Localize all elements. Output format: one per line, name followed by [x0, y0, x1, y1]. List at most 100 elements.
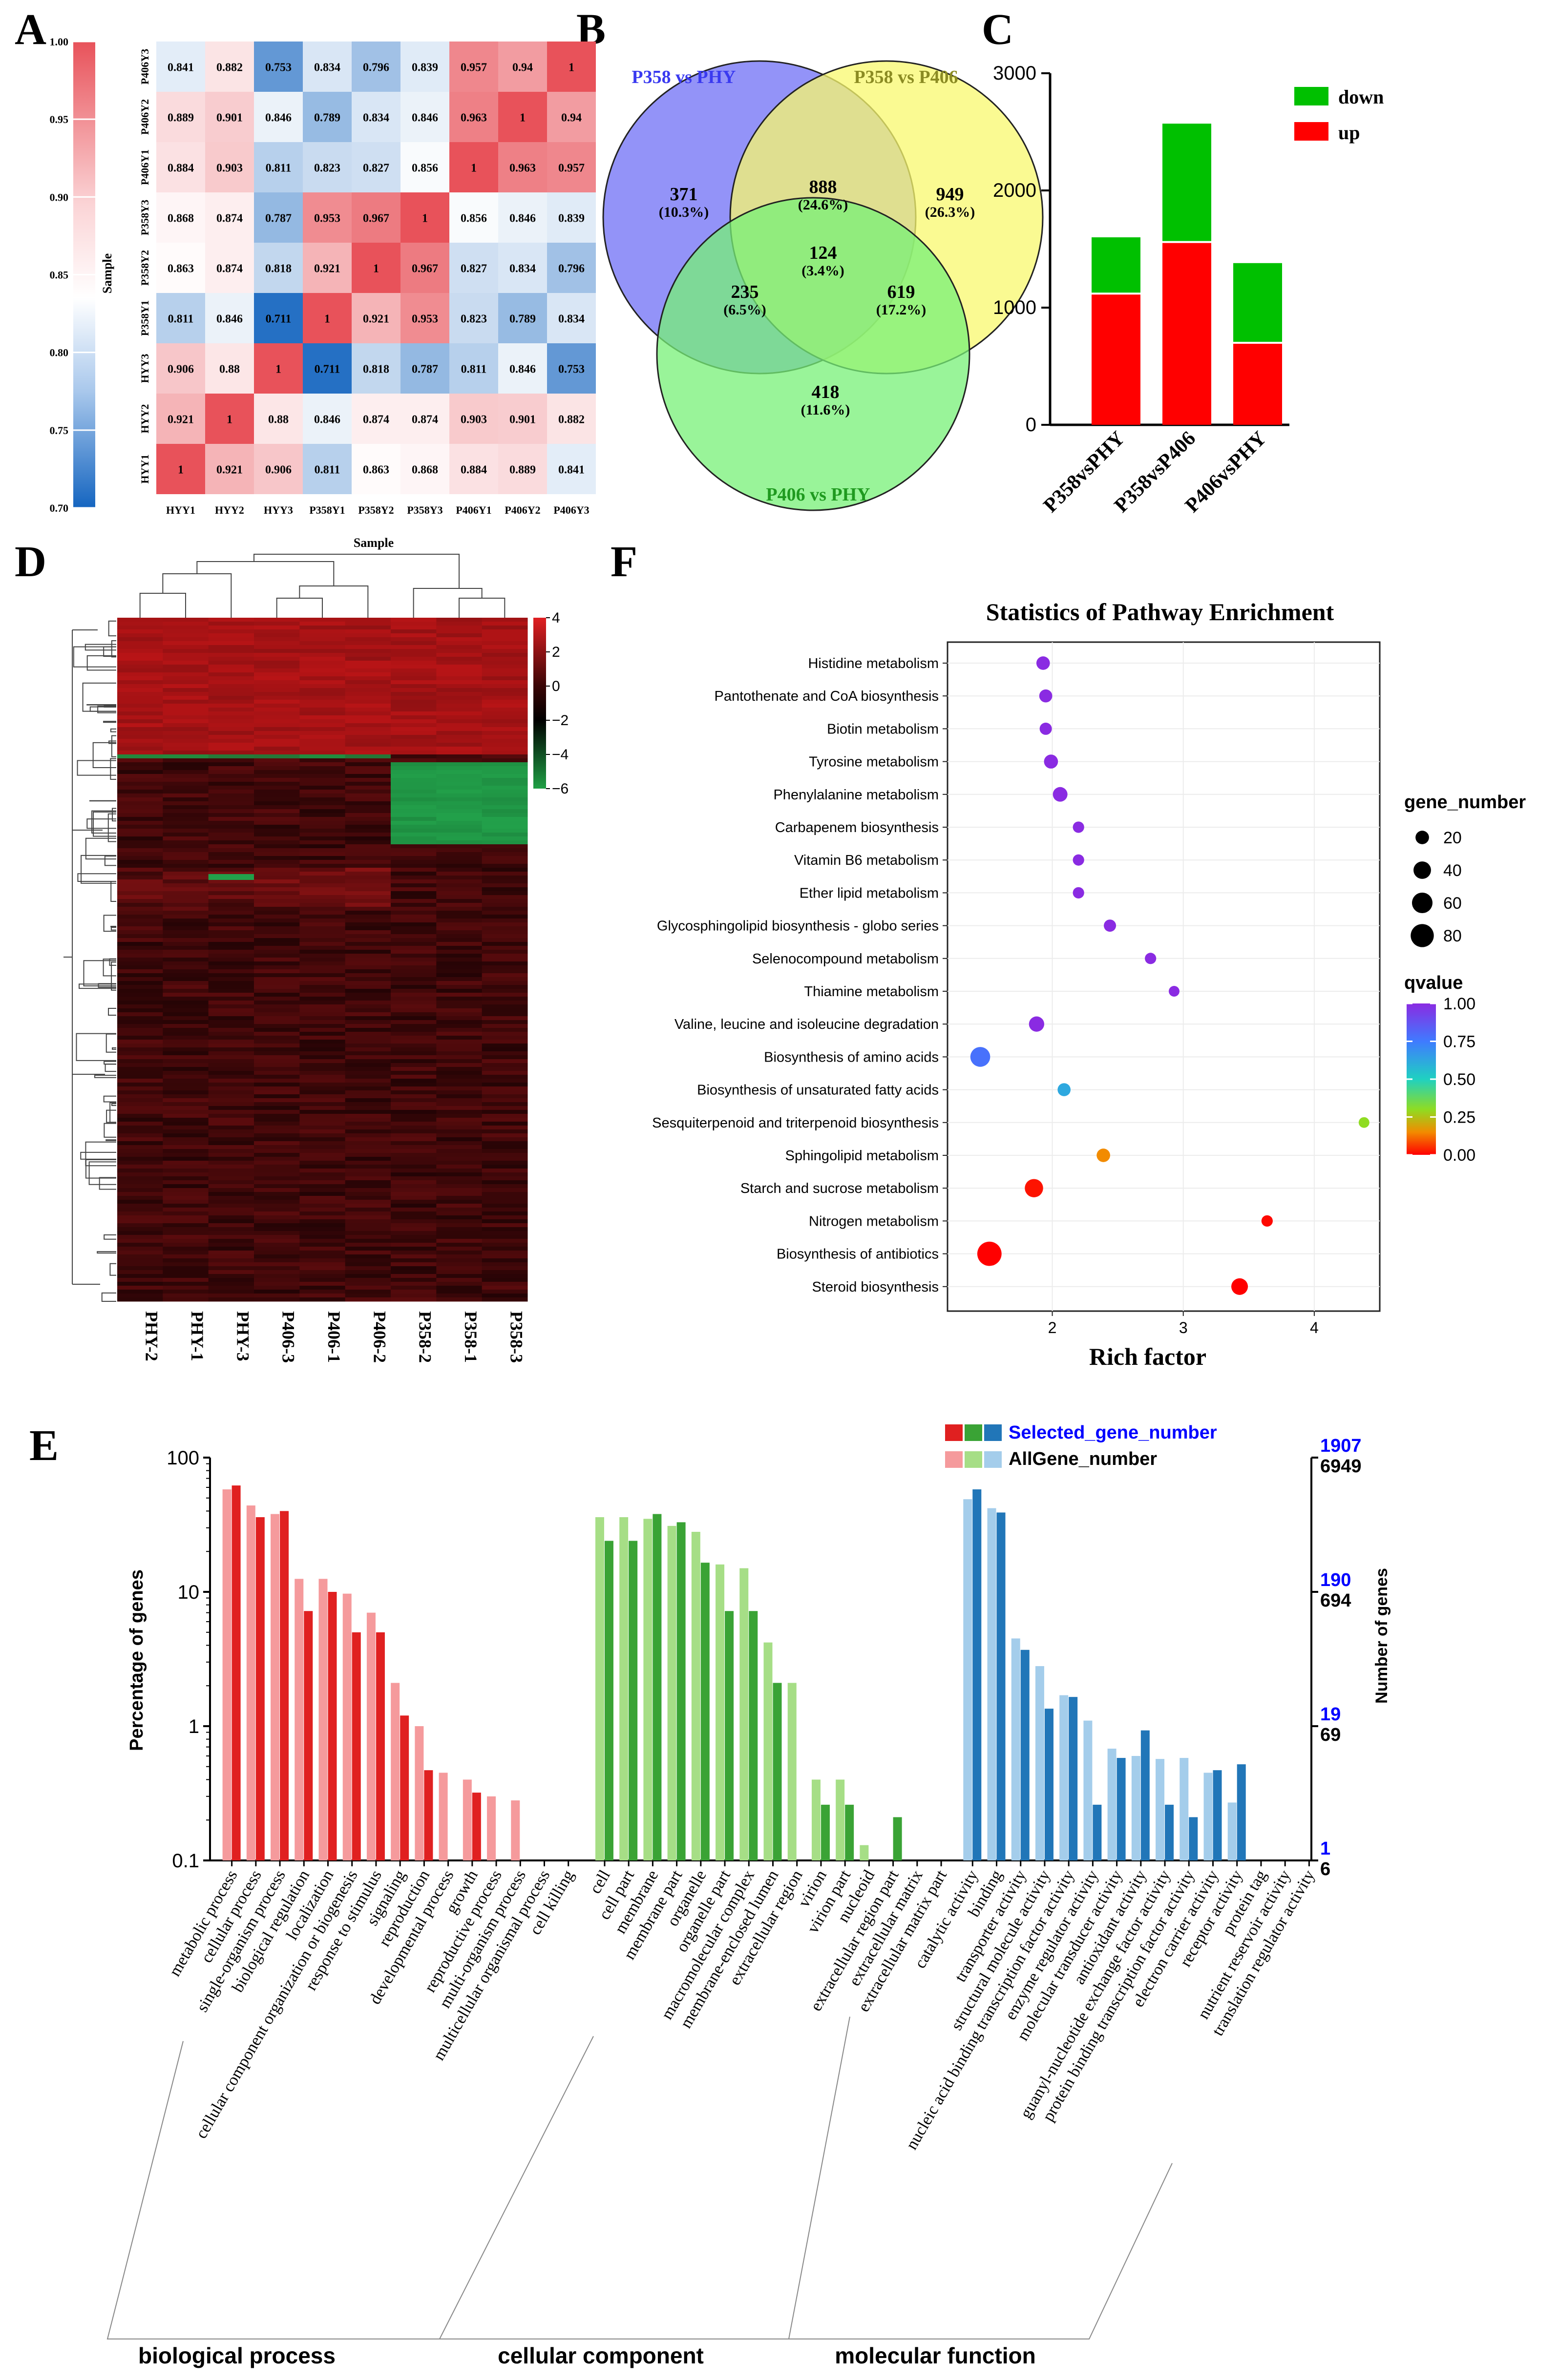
heatmap-strip: [345, 1004, 391, 1009]
heatmap-strip: [299, 696, 346, 700]
panel-d-colorbar-ticks: 420−2−4−6: [546, 610, 569, 797]
heatmap-strip: [208, 1020, 254, 1024]
heatmap-strip: [391, 1169, 437, 1173]
panel-a-correlation-heatmap: 1.000.950.900.850.800.750.70 Sample 0.84…: [50, 36, 596, 550]
heatmap-strip: [254, 1165, 300, 1169]
heatmap-strip: [391, 1184, 437, 1189]
heatmap-strip: [299, 731, 346, 735]
heatmap-strip: [345, 676, 391, 681]
heatmap-strip: [208, 672, 254, 677]
heatmap-strip: [391, 1204, 437, 1208]
heatmap-strip: [254, 1200, 300, 1204]
heatmap-strip: [208, 1176, 254, 1181]
heatmap-strip: [163, 958, 209, 962]
heatmap-cell: [254, 243, 303, 293]
heatmap-strip: [254, 1040, 300, 1044]
heatmap-strip: [436, 1243, 483, 1247]
heatmap-strip: [436, 1169, 483, 1173]
heatmap-strip: [436, 618, 483, 622]
heatmap-strip: [163, 950, 209, 954]
bar-all-genes: [391, 1683, 400, 1860]
heatmap-strip: [299, 1223, 346, 1228]
heatmap-strip: [163, 692, 209, 696]
heatmap-strip: [436, 1133, 483, 1138]
heatmap-strip: [208, 1211, 254, 1216]
column-dendrogram: [196, 561, 335, 586]
heatmap-strip: [208, 1063, 254, 1067]
heatmap-strip: [482, 766, 528, 771]
row-dendrogram: [103, 1095, 116, 1103]
panel-e-ylabel: Percentage of genes: [126, 1569, 147, 1751]
heatmap-strip: [436, 715, 483, 720]
heatmap-strip: [391, 1211, 437, 1216]
heatmap-strip: [163, 727, 209, 731]
heatmap-strip: [208, 1297, 254, 1302]
heatmap-strip: [163, 641, 209, 646]
group-label: molecular function: [835, 2343, 1035, 2368]
heatmap-cell: [205, 192, 254, 243]
heatmap-strip: [208, 829, 254, 833]
heatmap-strip: [117, 1172, 163, 1177]
heatmap-strip: [482, 1145, 528, 1149]
heatmap-strip: [345, 1110, 391, 1114]
row-dendrogram: [111, 640, 116, 658]
heatmap-strip: [163, 1172, 209, 1177]
heatmap-cell: [547, 394, 596, 444]
heatmap-strip: [482, 1290, 528, 1294]
heatmap-strip: [299, 1040, 346, 1044]
heatmap-strip: [391, 1270, 437, 1274]
heatmap-strip: [117, 657, 163, 661]
heatmap-cell-value: 0.827: [363, 162, 389, 175]
heatmap-strip: [254, 805, 300, 810]
heatmap-cell-value: 0.839: [558, 212, 585, 225]
heatmap-strip: [436, 993, 483, 997]
heatmap-strip: [482, 786, 528, 790]
heatmap-strip: [117, 1067, 163, 1071]
heatmap-strip: [391, 989, 437, 993]
heatmap-strip: [391, 626, 437, 630]
heatmap-strip: [482, 868, 528, 872]
heatmap-strip: [254, 657, 300, 661]
heatmap-strip: [208, 813, 254, 817]
heatmap-strip: [254, 1047, 300, 1052]
heatmap-strip: [436, 926, 483, 931]
pathway-label: Pantothenate and CoA biosynthesis: [715, 689, 939, 704]
heatmap-strip: [345, 618, 391, 622]
group-bracket: [788, 2016, 1173, 2339]
heatmap-strip: [208, 676, 254, 681]
heatmap-strip: [482, 657, 528, 661]
heatmap-strip: [299, 672, 346, 677]
heatmap-strip: [254, 868, 300, 872]
heatmap-strip: [208, 743, 254, 747]
heatmap-strip: [436, 680, 483, 685]
bar-all-genes: [439, 1773, 448, 1860]
heatmap-strip: [345, 629, 391, 634]
heatmap-strip: [254, 1258, 300, 1263]
bar-selected-genes: [700, 1563, 710, 1860]
heatmap-strip: [163, 622, 209, 626]
heatmap-strip: [482, 872, 528, 876]
bar-selected-genes: [676, 1522, 686, 1860]
heatmap-strip: [299, 1188, 346, 1192]
heatmap-strip: [163, 782, 209, 786]
heatmap-strip: [436, 1129, 483, 1134]
heatmap-strip: [436, 1161, 483, 1165]
heatmap-strip: [163, 1145, 209, 1149]
heatmap-cell: [547, 293, 596, 343]
heatmap-strip: [163, 1200, 209, 1204]
heatmap-strip: [254, 891, 300, 896]
heatmap-strip: [117, 938, 163, 942]
heatmap-strip: [345, 1059, 391, 1064]
heatmap-strip: [117, 1215, 163, 1220]
heatmap-strip: [391, 661, 437, 665]
heatmap-strip: [345, 774, 391, 778]
heatmap-strip: [163, 1071, 209, 1075]
bar-all-genes: [860, 1845, 869, 1860]
heatmap-strip: [208, 1266, 254, 1271]
heatmap-strip: [163, 1235, 209, 1239]
heatmap-strip: [117, 704, 163, 708]
panel-label-a: A: [15, 5, 46, 54]
heatmap-cell-value: 0.906: [265, 464, 292, 477]
heatmap-strip: [345, 704, 391, 708]
heatmap-strip: [391, 1262, 437, 1267]
